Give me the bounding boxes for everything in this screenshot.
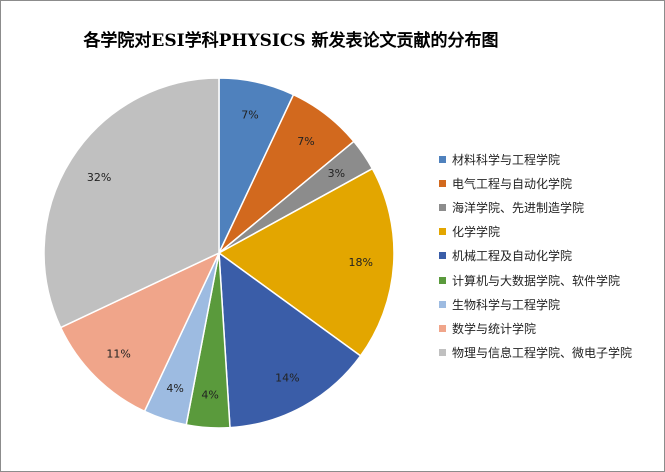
legend-item-5: 机械工程及自动化学院: [439, 244, 632, 268]
legend-swatch: [439, 276, 446, 284]
pie-slice-5: [218, 251, 362, 429]
legend-item-1: 材料科学与工程学院: [439, 147, 632, 171]
chart-legend: 材料科学与工程学院 电气工程与自动化学院 海洋学院、先进制造学院 化学学院机械工程及自…: [439, 147, 632, 365]
legend-item-4: 化学学院: [439, 220, 632, 244]
slice-data-label-3: 3%: [328, 167, 345, 180]
legend-swatch: [439, 155, 446, 163]
legend-swatch: [439, 203, 446, 211]
legend-swatch: [439, 300, 446, 308]
chart-title: 各学院对ESI学科PHYSICS 新发表论文贡献的分布图: [83, 31, 499, 51]
legend-item-6: 计算机与大数据学院、软件学院: [439, 268, 632, 292]
legend-label: 计算机与大数据学院、软件学院: [452, 273, 621, 288]
slice-data-label-8: 11%: [106, 347, 130, 360]
legend-item-8: 数学与统计学院: [439, 316, 632, 340]
legend-swatch: [439, 228, 446, 236]
legend-item-9: 物理与信息工程学院、微电子学院: [439, 341, 632, 365]
legend-label: 生物科学与工程学院: [452, 297, 561, 312]
slice-data-label-9: 32%: [87, 171, 111, 184]
legend-swatch: [439, 349, 446, 357]
legend-item-7: 生物科学与工程学院: [439, 292, 632, 316]
legend-label: 数学与统计学院: [452, 321, 537, 336]
pie-slice-4: [217, 167, 395, 357]
legend-swatch: [439, 252, 446, 260]
slice-data-label-6: 4%: [201, 389, 218, 402]
legend-item-2: 电气工程与自动化学院: [439, 171, 632, 195]
slice-data-label-7: 4%: [166, 382, 183, 395]
pie-slice-9: [43, 77, 220, 329]
legend-item-3: 海洋学院、先进制造学院: [439, 195, 632, 219]
legend-label: 机械工程及自动化学院: [452, 249, 573, 264]
legend-label: 物理与信息工程学院、微电子学院: [452, 346, 633, 361]
legend-label: 海洋学院、先进制造学院: [452, 200, 585, 215]
slice-data-label-2: 7%: [297, 135, 314, 148]
legend-swatch: [439, 179, 446, 187]
legend-label: 电气工程与自动化学院: [452, 176, 573, 191]
legend-swatch: [439, 324, 446, 332]
slice-data-label-1: 7%: [241, 108, 258, 121]
pie-slice-8: [59, 251, 221, 413]
legend-label: 化学学院: [452, 225, 501, 240]
pie-chart: 7% 7% 3% 18% 14% 4% 4% 11% 32%: [43, 77, 395, 429]
legend-label: 材料科学与工程学院: [452, 152, 561, 167]
slice-data-label-4: 18%: [348, 256, 372, 269]
slice-data-label-5: 14%: [275, 371, 299, 384]
